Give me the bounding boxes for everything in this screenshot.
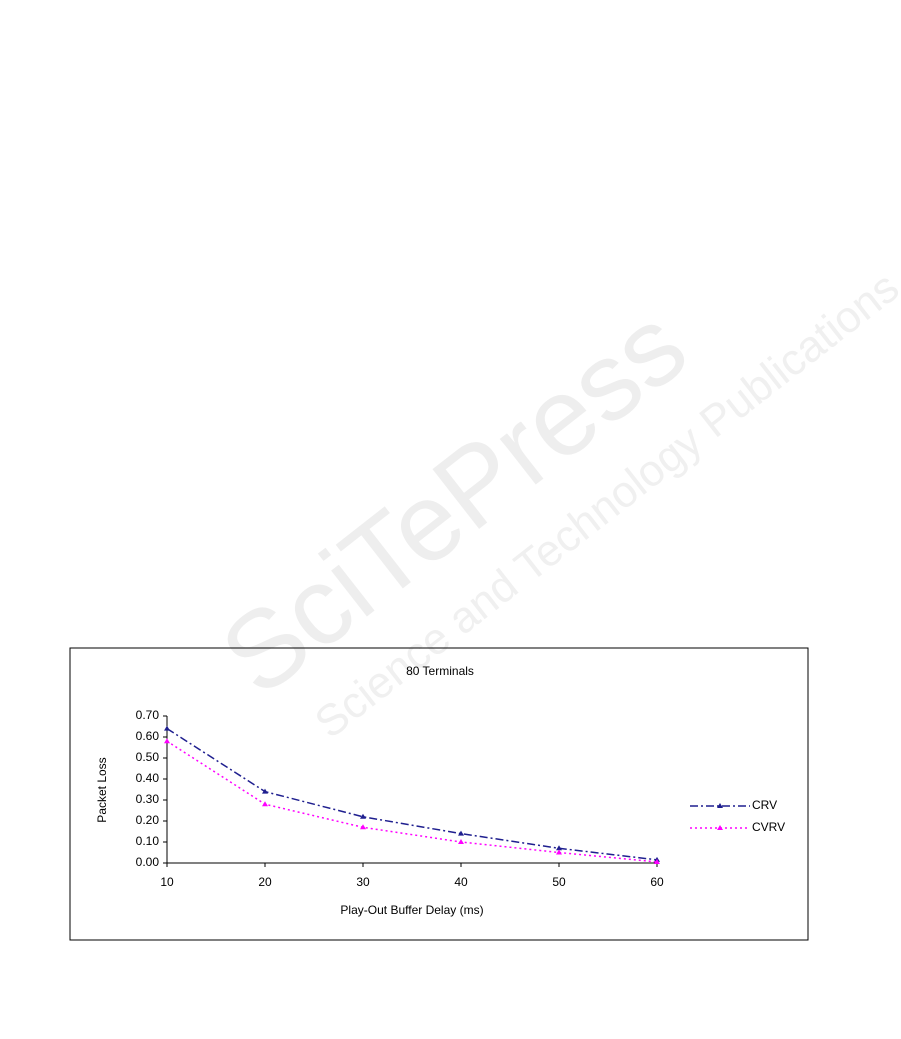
chart-frame: [69, 647, 809, 941]
y-axis-label: Packet Loss: [95, 757, 109, 822]
y-tick-label: 0.40: [136, 771, 160, 785]
series-line: [166, 740, 658, 863]
chart-title: 80 Terminals: [406, 664, 474, 678]
legend-label: CVRV: [752, 820, 785, 834]
series-line: [166, 727, 658, 861]
point: [360, 813, 366, 819]
point: [458, 830, 464, 836]
y-tick-label: 0.70: [136, 708, 160, 722]
legend-marker: [717, 825, 723, 830]
point: [164, 725, 170, 731]
point: [654, 858, 660, 864]
x-tick-label: 60: [650, 875, 664, 889]
point: [458, 839, 464, 844]
point: [360, 824, 366, 830]
x-axis-label: Play-Out Buffer Delay (ms): [340, 903, 483, 917]
x-tick-label: 40: [454, 875, 468, 889]
y-tick-label: 0.00: [136, 855, 160, 869]
x-tick-label: 50: [552, 875, 566, 889]
y-tick-label: 0.10: [136, 834, 160, 848]
x-tick-label: 20: [258, 875, 272, 889]
y-tick-label: 0.30: [136, 792, 160, 806]
y-tick-label: 0.50: [136, 750, 160, 764]
x-tick-label: 30: [356, 875, 370, 889]
y-tick-label: 0.20: [136, 813, 160, 827]
legend-marker: [717, 803, 723, 808]
legend-label: CRV: [752, 798, 777, 812]
point: [556, 849, 562, 855]
y-tick-label: 0.60: [136, 729, 160, 743]
point: [262, 788, 268, 794]
point: [556, 845, 562, 851]
point: [262, 801, 268, 807]
x-tick-label: 10: [160, 875, 174, 889]
point: [164, 738, 170, 744]
